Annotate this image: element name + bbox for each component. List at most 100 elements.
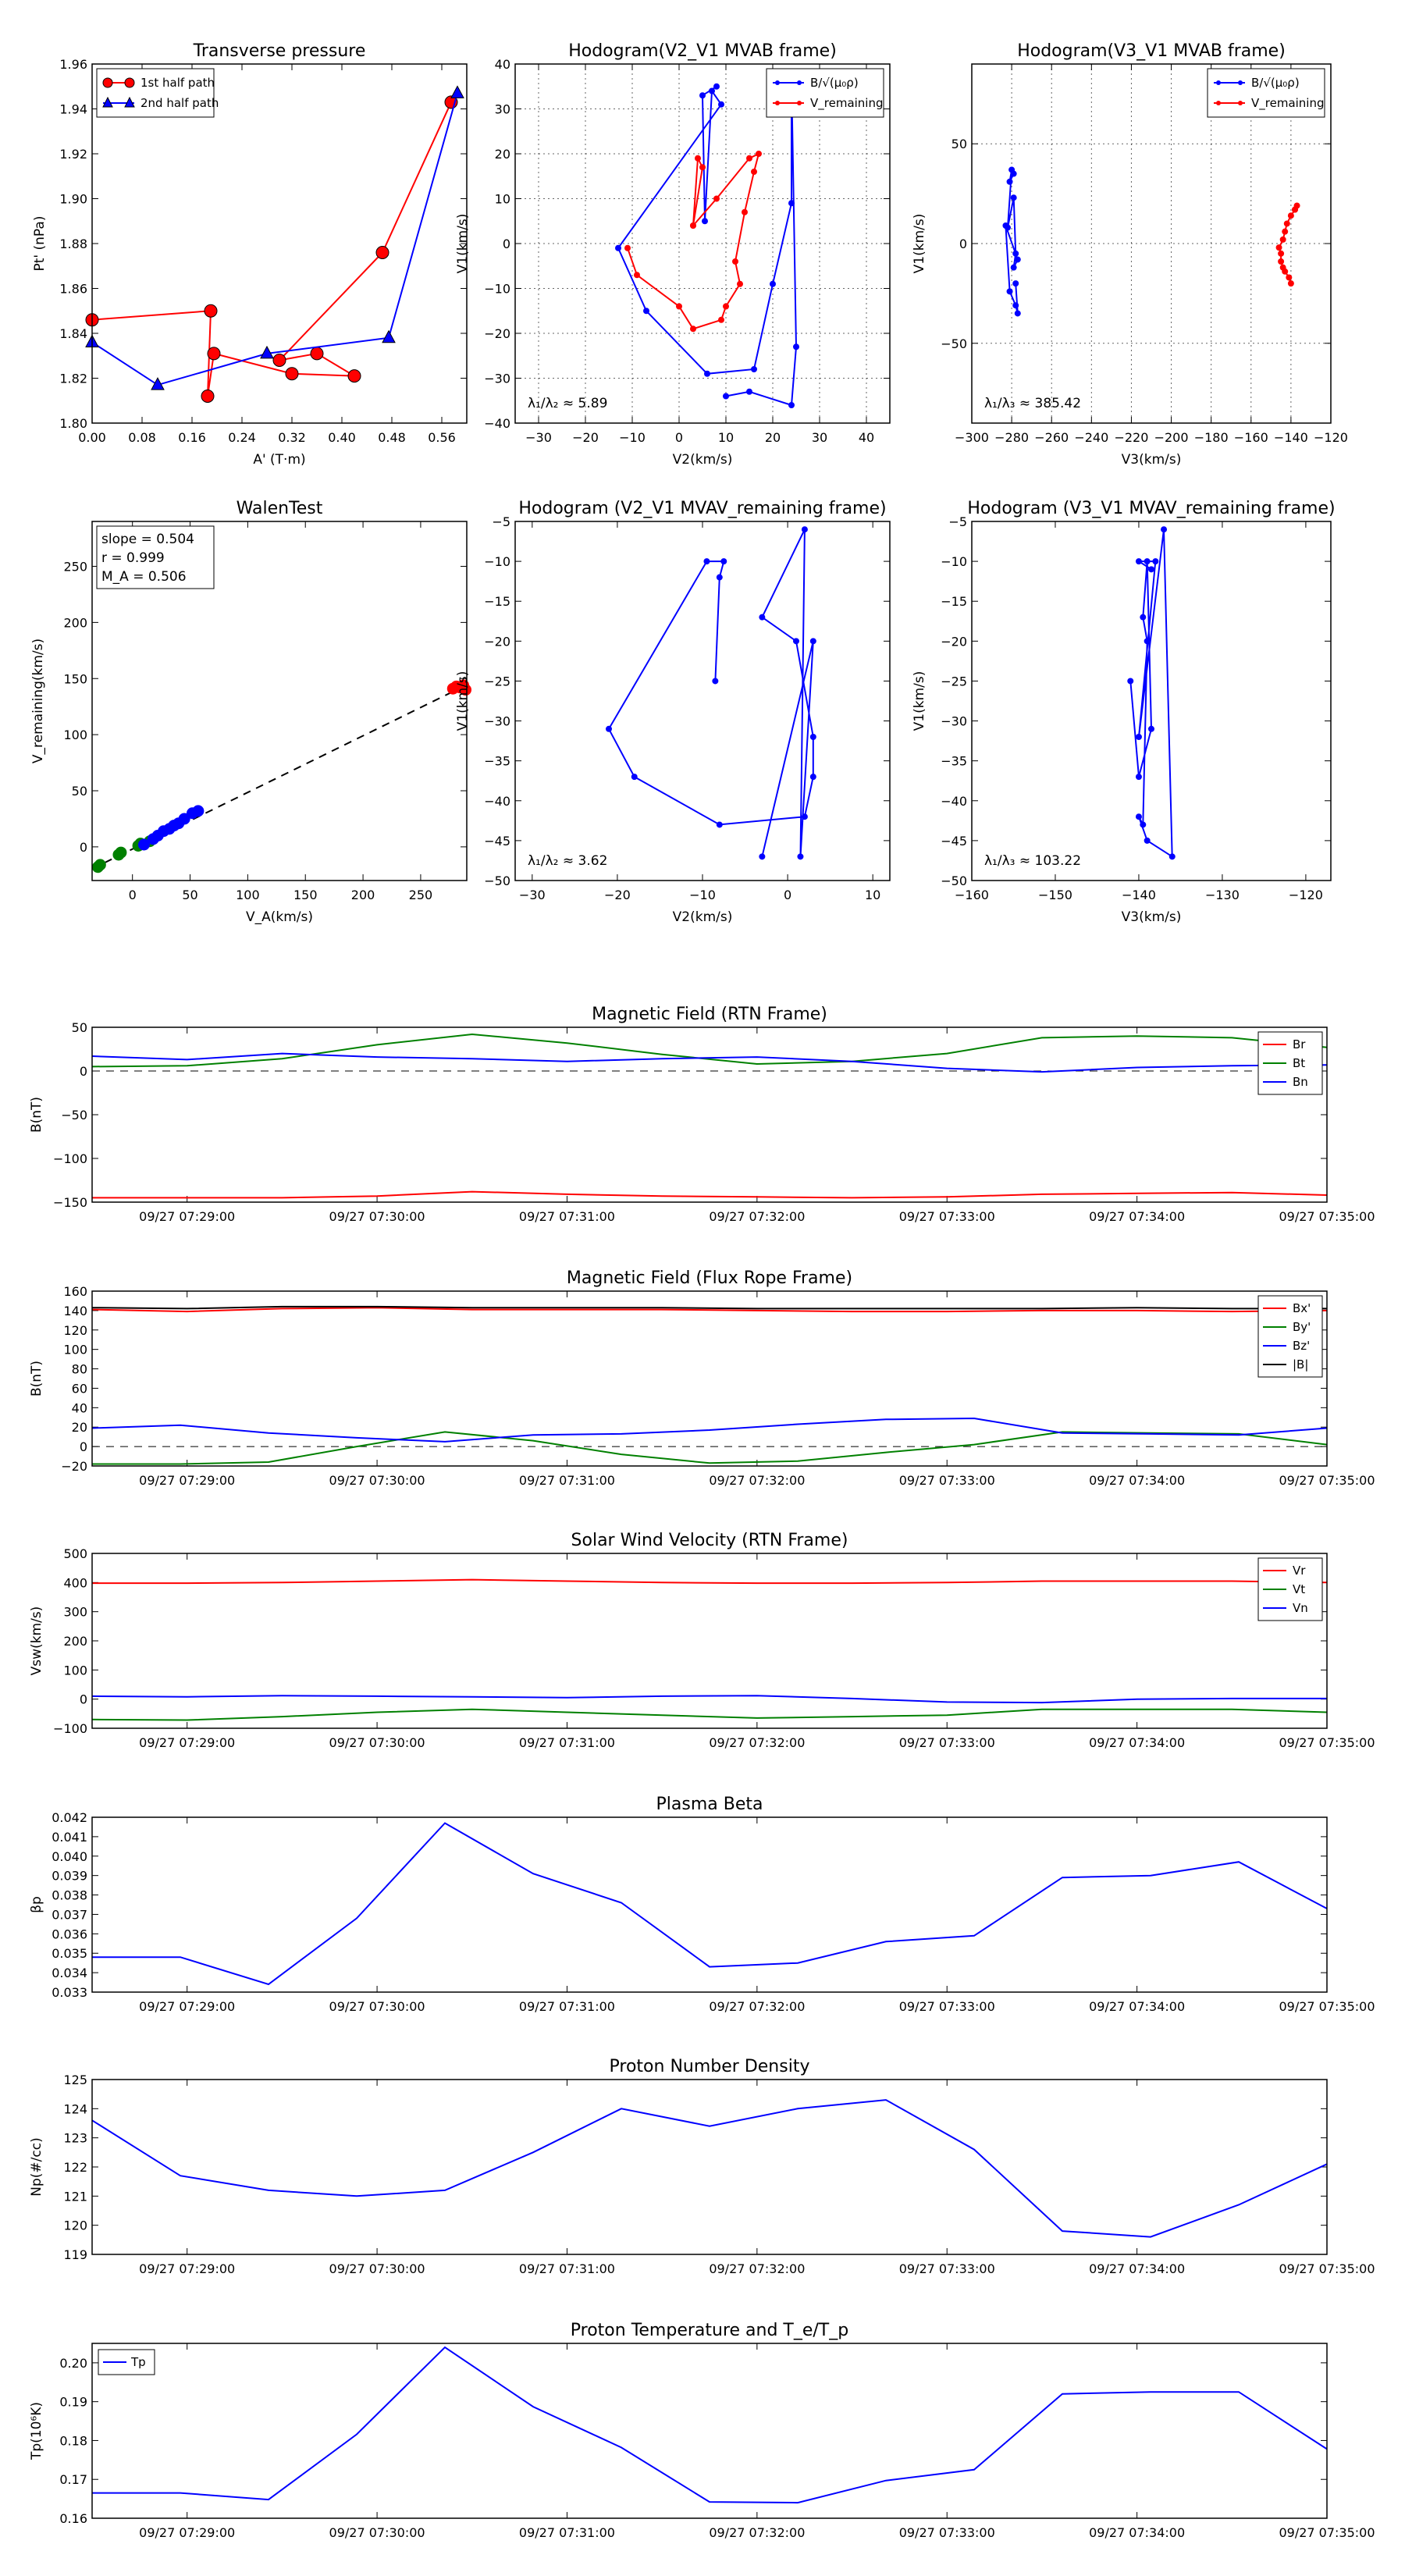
- scatter-point: [460, 684, 472, 696]
- plot-border: [91, 63, 468, 424]
- legend-box: [96, 68, 215, 118]
- y-tick-label: 120: [63, 2218, 87, 2233]
- data-point: [347, 369, 361, 383]
- legend-label: Vt: [1293, 1582, 1305, 1596]
- y-tick-label: 0.033: [52, 1985, 87, 2000]
- data-point: [1282, 228, 1289, 235]
- data-point: [1012, 302, 1019, 309]
- stats-line: slope = 0.504: [101, 532, 194, 547]
- scatter-point: [192, 805, 205, 817]
- y-tick-label: 0.17: [59, 2472, 87, 2487]
- y-tick-label: −40: [941, 794, 967, 809]
- data-point: [260, 345, 274, 359]
- chart-title: Plasma Beta: [656, 1795, 763, 1814]
- y-tick-label: 0.034: [52, 1966, 87, 1980]
- time-tick-label: 09/27 07:33:00: [899, 1209, 995, 1224]
- legend-box: [1257, 1295, 1323, 1378]
- y-tick-label: 0.18: [59, 2433, 87, 2448]
- time-tick-label: 09/27 07:29:00: [139, 1473, 235, 1488]
- y-tick-label: 20: [495, 147, 510, 162]
- chart-panel: −40 −30 −20 −10 0 10 20 30 40 −30 −20 −10 0 10 20 30 40 H…: [455, 41, 891, 468]
- chart-panel: −50 0 50 −300 −280 −260 −240 −220 −200 −180 −160 −1…: [912, 41, 1348, 468]
- series-line: [91, 1307, 1328, 1313]
- legend-label: 1st half path: [140, 76, 215, 90]
- x-tick-label: 20: [765, 430, 781, 445]
- plot-border: [91, 1026, 1328, 1203]
- y-tick-label: 1.90: [59, 192, 87, 207]
- time-tick-label: 09/27 07:32:00: [709, 2525, 805, 2540]
- y-axis-label: βp: [29, 1896, 44, 1913]
- plot-border: [91, 2079, 1328, 2255]
- data-point: [1148, 566, 1154, 573]
- legend-marker: [124, 96, 135, 108]
- plot-border: [514, 63, 891, 424]
- y-tick-label: 124: [63, 2101, 87, 2116]
- x-axis-label: V2(km/s): [673, 452, 733, 468]
- data-point: [759, 614, 766, 621]
- data-point: [712, 678, 719, 685]
- y-axis-label: V1(km/s): [912, 671, 927, 731]
- y-tick-label: −45: [941, 834, 967, 849]
- time-tick-label: 09/27 07:31:00: [519, 2525, 615, 2540]
- plot-border: [91, 1290, 1328, 1467]
- plot-area: [92, 64, 467, 423]
- y-tick-label: −50: [941, 873, 967, 888]
- plot-border: [514, 521, 891, 881]
- chart-title: Magnetic Field (Flux Rope Frame): [567, 1268, 852, 1288]
- plot-area: [92, 2343, 1327, 2518]
- data-point: [1140, 821, 1147, 828]
- x-tick-label: −160: [1234, 430, 1268, 445]
- x-tick-label: 250: [409, 888, 433, 902]
- time-tick-label: 09/27 07:32:00: [709, 1999, 805, 2014]
- scatter-point: [94, 859, 106, 871]
- y-tick-label: 80: [72, 1362, 87, 1377]
- y-tick-label: 300: [63, 1605, 87, 1620]
- time-tick-label: 09/27 07:30:00: [329, 1735, 425, 1750]
- y-tick-label: 1.80: [59, 416, 87, 431]
- y-tick-label: −20: [484, 634, 510, 649]
- scatter-point: [178, 813, 190, 825]
- data-point: [450, 85, 464, 98]
- data-point: [1278, 258, 1285, 265]
- time-tick-label: 09/27 07:32:00: [709, 1735, 805, 1750]
- y-tick-label: 500: [63, 1546, 87, 1561]
- y-tick-label: −10: [941, 554, 967, 569]
- data-point: [718, 316, 724, 323]
- data-point: [1012, 280, 1019, 287]
- y-tick-label: −50: [484, 873, 510, 888]
- time-tick-label: 09/27 07:32:00: [709, 1473, 805, 1488]
- data-point: [1002, 222, 1009, 229]
- x-tick-label: 0.56: [428, 430, 456, 445]
- data-point: [723, 303, 729, 310]
- series-line: [91, 1695, 1327, 1704]
- x-axis-label: V2(km/s): [673, 909, 733, 925]
- data-point: [703, 558, 710, 565]
- data-point: [272, 354, 286, 367]
- time-tick-label: 09/27 07:31:00: [519, 2261, 615, 2276]
- data-point: [1135, 774, 1142, 781]
- series-line: [92, 1822, 1328, 1986]
- time-tick-label: 09/27 07:35:00: [1279, 1999, 1375, 2014]
- chart-panel: −150 −100 −50 0 50 Magnetic Field (RTN Frame)…: [29, 1005, 1375, 1224]
- data-point: [695, 155, 701, 162]
- time-tick-label: 09/27 07:30:00: [329, 1209, 425, 1224]
- y-tick-label: 1.88: [59, 237, 87, 251]
- data-point: [1010, 194, 1017, 201]
- data-point: [1286, 274, 1293, 281]
- data-point: [1140, 614, 1147, 621]
- data-point: [676, 303, 682, 310]
- time-tick-label: 09/27 07:35:00: [1279, 2261, 1375, 2276]
- legend-label: Bz': [1293, 1339, 1310, 1353]
- time-tick-label: 09/27 07:31:00: [519, 1735, 615, 1750]
- annotation: λ₁/λ₃ ≈ 103.22: [984, 853, 1081, 869]
- data-point: [1135, 734, 1142, 740]
- y-tick-label: 40: [495, 57, 510, 72]
- time-tick-label: 09/27 07:35:00: [1279, 1473, 1375, 1488]
- series-line: [617, 77, 798, 407]
- y-tick-label: −20: [941, 634, 967, 649]
- data-point: [716, 821, 723, 828]
- y-axis-label: B(nT): [29, 1097, 44, 1133]
- x-tick-label: −220: [1114, 430, 1148, 445]
- data-point: [699, 164, 706, 171]
- time-tick-label: 09/27 07:33:00: [899, 1999, 995, 2014]
